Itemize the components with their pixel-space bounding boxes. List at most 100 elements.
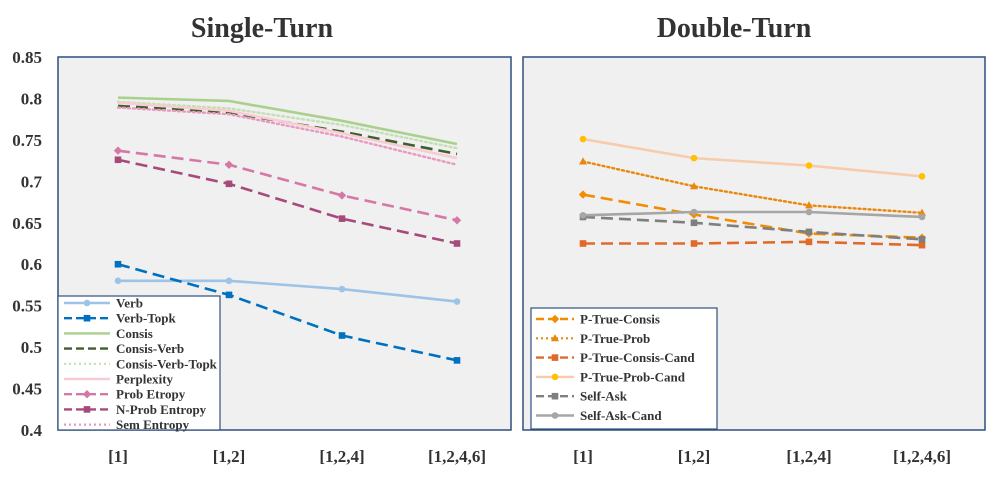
data-point [113, 146, 123, 155]
data-point [918, 173, 926, 180]
data-point [338, 215, 346, 222]
series-sem-entropy [116, 106, 459, 166]
legend-label: Prob Etropy [116, 387, 186, 402]
y-tick-label: 0.65 [12, 214, 42, 233]
right-chart-title: Double-Turn [657, 13, 812, 44]
data-point [453, 240, 461, 247]
x-tick-label: [1] [108, 447, 128, 466]
right-legend [530, 307, 718, 430]
legend-marker [551, 334, 559, 342]
data-point [224, 160, 234, 169]
legend-label: P-True-Prob [580, 331, 650, 346]
series-self-ask-cand [579, 208, 926, 221]
x-tick-label: [1,2] [213, 447, 246, 466]
legend-label: Perplexity [116, 372, 174, 387]
legend-item: P-True-Prob [536, 331, 650, 346]
y-tick-label: 0.45 [12, 380, 42, 399]
legend-marker [551, 412, 559, 419]
data-point [805, 162, 813, 169]
legend-item: Verb [64, 296, 143, 311]
x-tick-label: [1,2,4] [786, 447, 831, 466]
y-tick-label: 0.75 [12, 131, 42, 150]
series-verb-topk [114, 260, 461, 364]
series-p-true-consis-cand [579, 238, 926, 249]
data-point [690, 154, 698, 162]
legend-label: Consis-Verb-Topk [116, 356, 218, 371]
legend-item: Self-Ask [536, 389, 628, 404]
series-line [117, 101, 458, 160]
legend-entries: VerbVerb-TopkConsisConsis-VerbConsis-Ver… [64, 296, 695, 432]
legend-label: N-Prob Entropy [116, 402, 207, 417]
legend-item: P-True-Prob-Cand [536, 369, 686, 384]
y-tick-label: 0.7 [21, 172, 43, 191]
axes: 0.4 0.45 0.5 0.55 0.6 0.65 0.7 0.75 0.8 0.85 [1] [1… [12, 48, 951, 466]
legend-label: Verb [116, 296, 143, 311]
legend-marker [551, 392, 559, 400]
x-tick-label: [1] [573, 447, 593, 466]
data-point [579, 135, 587, 143]
legend-item: Prob Etropy [64, 387, 186, 402]
legend-item: Consis-Verb-Topk [64, 356, 218, 371]
series-consis [117, 96, 458, 146]
series-p-true-prob [579, 157, 926, 216]
data-point [114, 260, 122, 268]
y-tick-label: 0.85 [12, 48, 42, 67]
series-line [582, 210, 923, 219]
legend-item: P-True-Consis-Cand [536, 350, 695, 365]
legend-item: Self-Ask-Cand [536, 408, 662, 423]
data-point [114, 156, 122, 164]
series-line [117, 262, 458, 362]
legend-marker [550, 314, 560, 324]
data-point [918, 208, 926, 216]
x-tick-label: [1,2,4,6] [428, 447, 486, 466]
data-point [338, 332, 346, 339]
legend-label: P-True-Consis-Cand [580, 350, 695, 365]
left-chart-title: Single-Turn [191, 13, 334, 44]
legend-marker [83, 406, 91, 413]
data-point [338, 285, 346, 293]
legend-label: Self-Ask [580, 389, 628, 404]
series-n-prob-entropy [114, 156, 461, 247]
legend-label: P-True-Consis [580, 312, 660, 327]
legend-item: Verb-Topk [64, 311, 177, 326]
legend-item: P-True-Consis [536, 312, 660, 327]
legend-item: N-Prob Entropy [64, 402, 207, 417]
legend-marker [83, 314, 91, 322]
data-point [225, 180, 233, 188]
legend-label: Verb-Topk [116, 311, 177, 326]
series-line [117, 96, 458, 146]
legend-label: Consis [116, 326, 153, 341]
series-line [582, 137, 923, 178]
series-line [116, 100, 459, 150]
data-point [579, 212, 587, 219]
series-consis-verb-topk [116, 100, 459, 150]
series-line [117, 149, 458, 222]
legend-item: Consis-Verb [64, 341, 184, 356]
legend-marker [551, 373, 559, 381]
data-point [690, 208, 698, 216]
data-point [690, 182, 698, 190]
legend-marker [82, 390, 92, 399]
data-point [805, 238, 813, 246]
series-group [113, 96, 927, 364]
legend-label: P-True-Prob-Cand [580, 369, 686, 384]
data-point [452, 216, 462, 225]
series-perplexity [117, 101, 458, 160]
series-p-true-prob-cand [579, 135, 926, 180]
data-point [805, 201, 813, 209]
data-point [337, 191, 347, 200]
data-point [579, 157, 587, 165]
y-tick-label: 0.6 [21, 255, 42, 274]
series-line [117, 158, 458, 245]
series-line [582, 215, 923, 241]
legend-marker [551, 354, 559, 361]
data-point [225, 291, 233, 299]
series-line [581, 160, 924, 215]
legend-item: Consis [64, 326, 153, 341]
data-point [805, 228, 813, 236]
data-point [579, 240, 587, 247]
legend-label: Sem Entropy [116, 417, 190, 432]
legend-marker [83, 299, 91, 307]
legend-label: Self-Ask-Cand [580, 408, 662, 423]
